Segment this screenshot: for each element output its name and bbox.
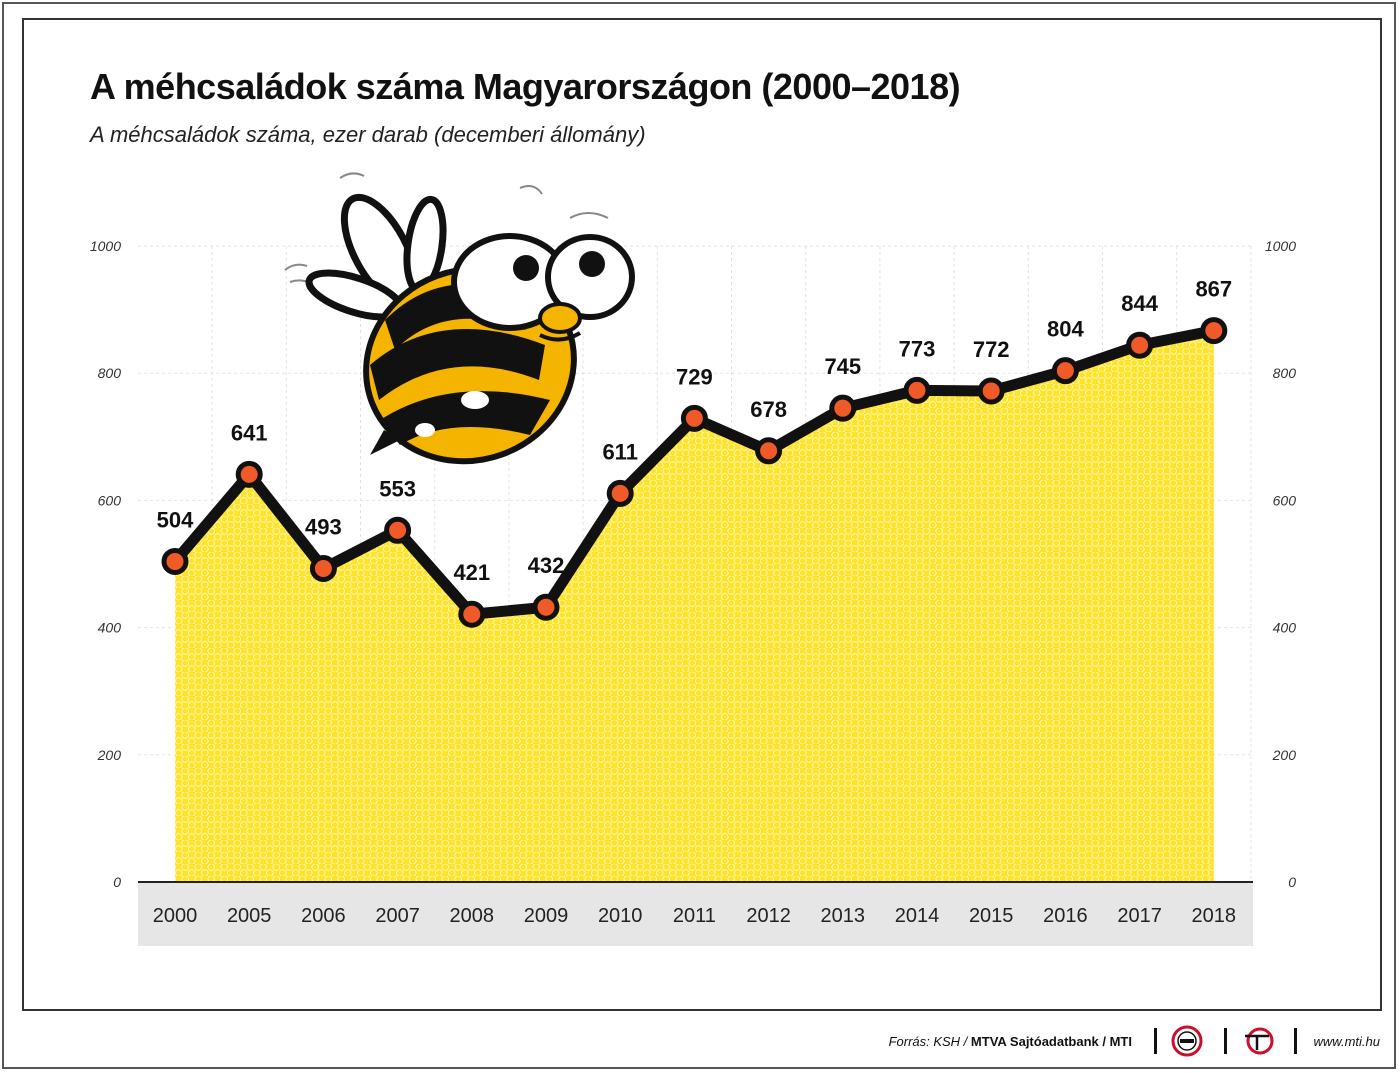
data-point [829,394,857,422]
x-tick-label: 2007 [375,905,420,927]
area-fill [175,330,1214,882]
chart-title: A méhcsaládok száma Magyarországon (2000… [90,66,961,107]
data-label: 729 [676,364,713,389]
data-label: 641 [231,420,268,445]
x-tick-label: 2017 [1117,905,1162,927]
data-point [977,377,1005,405]
x-tick-label: 2005 [227,905,272,927]
x-axis-band [138,882,1253,946]
data-point [1200,317,1228,345]
data-point [532,593,560,621]
y-tick-labels: 0 0 200 200 400 400 600 600 800 800 1000 1000 [90,238,1296,890]
source-prefix: Forrás: KSH / [888,1034,971,1049]
y-tick-label-left: 400 [98,620,122,636]
data-label: 504 [157,507,194,532]
x-tick-label: 2011 [673,905,716,927]
y-tick-label-right: 800 [1273,365,1297,381]
source-credit: Forrás: KSH / MTVA Sajtóadatbank / MTI [889,1034,1132,1049]
footer-separator [1224,1028,1227,1054]
data-label: 678 [750,397,787,422]
data-point [235,460,263,488]
y-tick-label-right: 200 [1272,747,1297,763]
y-tick-label-right: 0 [1288,874,1296,890]
data-point [309,554,337,582]
data-point [903,376,931,404]
line-area-chart: 2000 2005 2006 2007 2008 2009 2010 2011 2012 2013… [90,172,1296,946]
mti-logo-icon [1245,1027,1274,1055]
x-tick-label: 2012 [746,905,791,927]
data-label: 745 [824,354,861,379]
data-label: 844 [1121,291,1158,316]
data-label: 421 [453,560,490,585]
data-point [1126,331,1154,359]
data-label: 867 [1195,277,1232,302]
y-tick-label-right: 600 [1273,492,1297,508]
x-tick-labels: 2000 2005 2006 2007 2008 2009 2010 2011 2012 2013… [153,905,1236,927]
data-label: 553 [379,476,416,501]
x-tick-label: 2018 [1192,905,1237,927]
x-tick-label: 2000 [153,905,198,927]
y-tick-label-left: 200 [97,747,122,763]
data-point [755,437,783,465]
series-markers [161,317,1228,628]
source-agency: MTVA Sajtóadatbank / MTI [970,1034,1132,1049]
y-tick-label-right: 400 [1273,620,1297,636]
y-tick-label-left: 0 [113,874,121,890]
data-point [606,479,634,507]
data-label: 432 [528,553,565,578]
data-point [458,600,486,628]
mtva-round-logo-icon [1171,1025,1203,1057]
data-label: 772 [973,337,1010,362]
area-fill-layer [175,330,1214,882]
y-tick-label-left: 600 [98,492,122,508]
data-point [384,516,412,544]
footer-separator [1154,1028,1157,1054]
x-tick-label: 2009 [524,905,569,927]
data-point [161,547,189,575]
data-label: 493 [305,514,342,539]
x-tick-label: 2008 [450,905,495,927]
x-tick-label: 2014 [895,905,940,927]
x-tick-label: 2013 [821,905,866,927]
bee-illustration-icon [284,172,635,465]
x-tick-label: 2006 [301,905,346,927]
data-label: 804 [1047,317,1084,342]
footer: Forrás: KSH / MTVA Sajtóadatbank / MTI w… [600,1024,1390,1064]
data-labels: 504 641 493 553 421 432 611 729 678 745 773 772 804 8… [157,277,1233,586]
data-point [1051,357,1079,385]
x-tick-label: 2015 [969,905,1014,927]
x-tick-label: 2010 [598,905,643,927]
y-tick-label-left: 800 [98,365,122,381]
data-label: 611 [602,439,638,464]
website-url: www.mti.hu [1313,1034,1380,1049]
y-tick-label-left: 1000 [90,238,121,254]
footer-separator [1294,1028,1297,1054]
y-tick-label-right: 1000 [1265,238,1296,254]
data-point [680,404,708,432]
data-label: 773 [899,336,936,361]
x-tick-label: 2016 [1043,905,1088,927]
chart-subtitle: A méhcsaládok száma, ezer darab (decembe… [90,122,646,147]
